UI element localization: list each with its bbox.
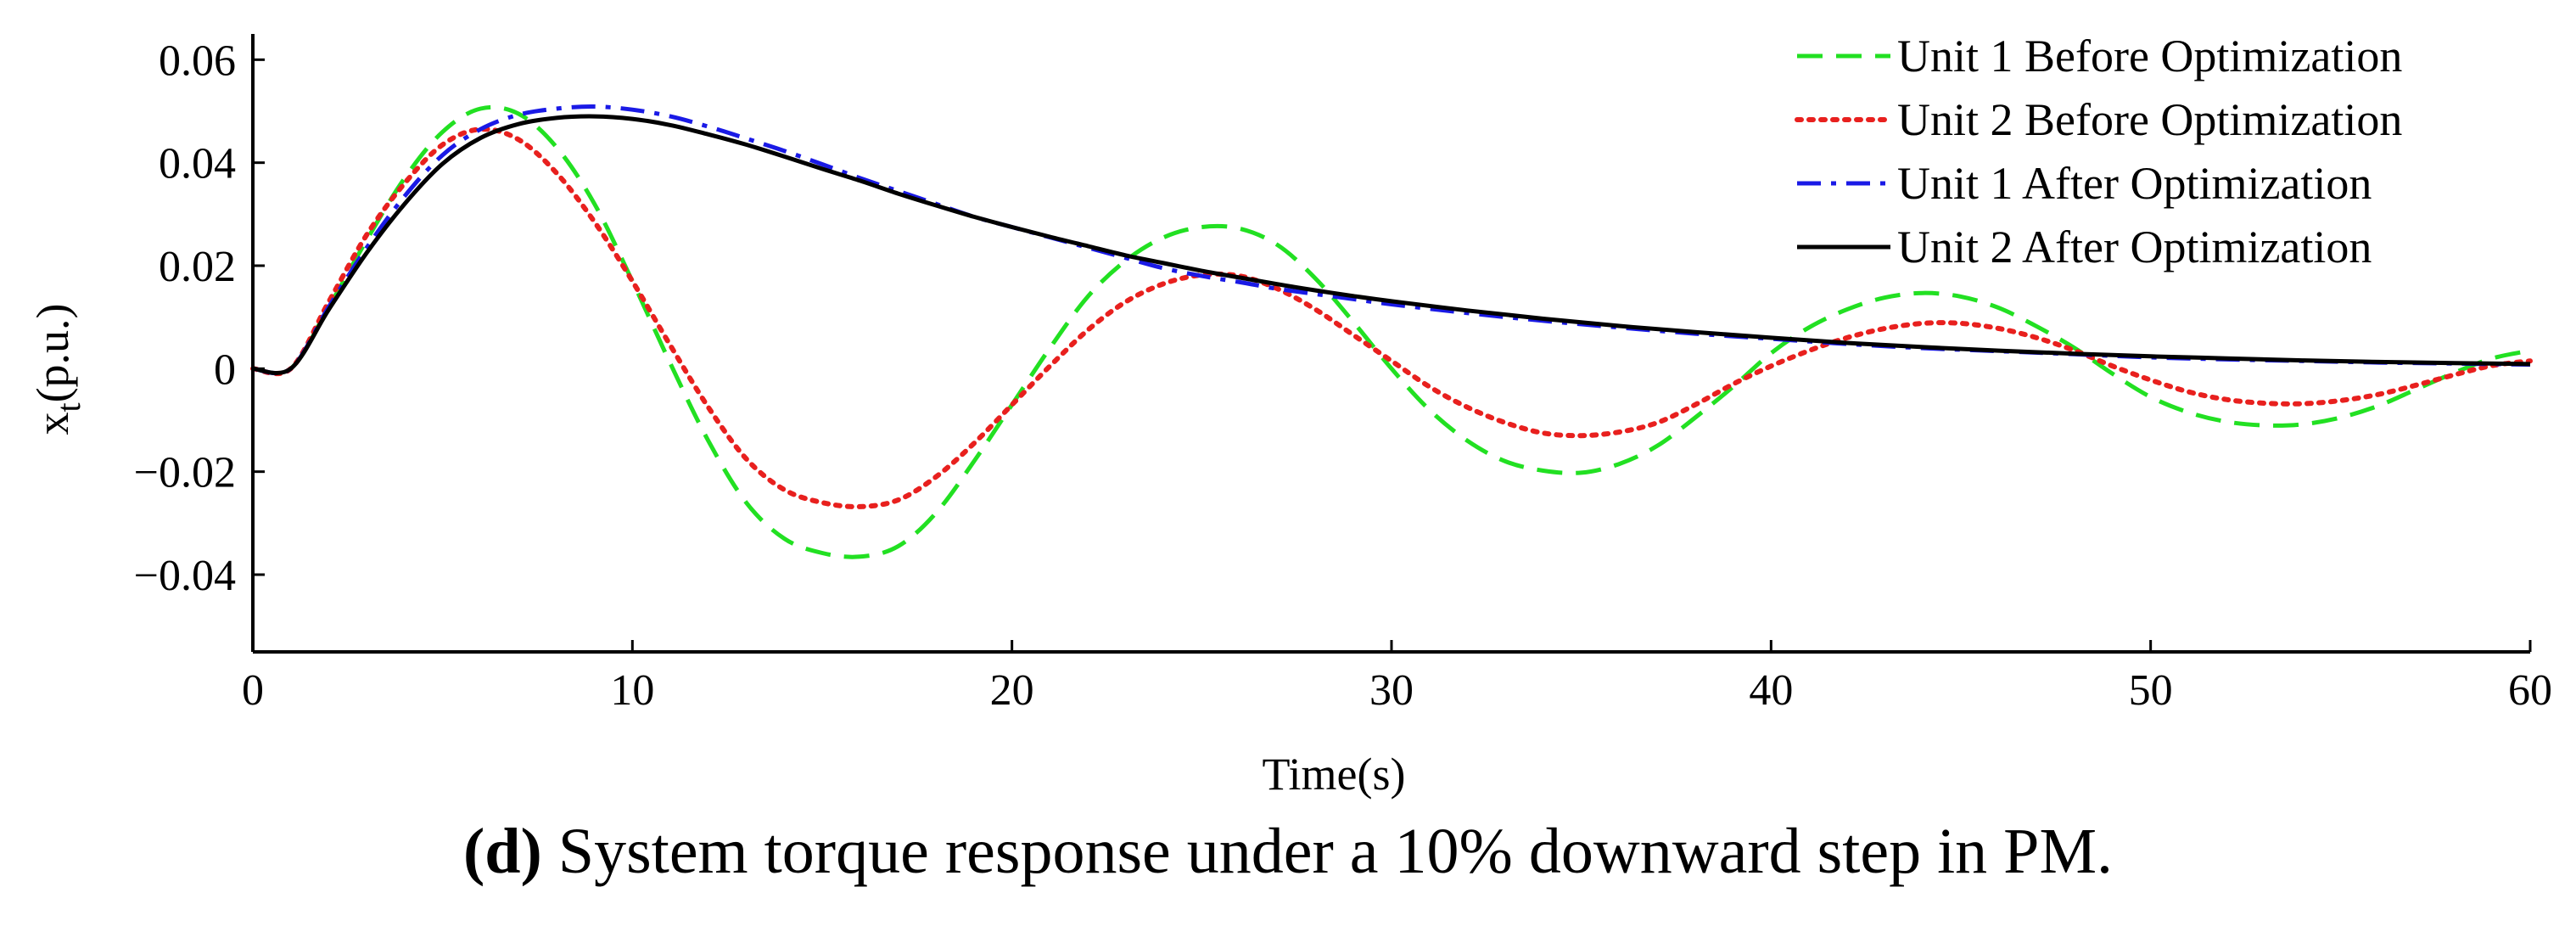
legend: Unit 1 Before Optimization Unit 2 Before …: [1795, 31, 2402, 272]
series-line-2: [250, 126, 2533, 509]
x-tick-label: 40: [1749, 666, 1793, 715]
y-tick-label: 0.02: [159, 243, 236, 291]
series-line-3: [252, 104, 2531, 376]
y-axis-label-main: x: [27, 413, 78, 435]
x-tick-label: 20: [990, 666, 1034, 715]
y-axis-label: xt(p.u.): [27, 303, 87, 435]
x-tick-label: 0: [242, 666, 264, 715]
caption-text: System torque response under a 10% downw…: [541, 816, 2114, 887]
caption-label: (d): [462, 816, 542, 887]
ticks: 0 10 20 30 40 50 60 0.06 0.04 0.02 0 −0.02 −0.04: [134, 36, 2552, 715]
series-line-4: [252, 114, 2531, 375]
series-line-1: [252, 104, 2531, 559]
y-tick-label: 0.04: [159, 140, 236, 188]
y-tick-label: 0.06: [159, 36, 236, 85]
legend-label-4: Unit 2 After Optimization: [1897, 222, 2372, 272]
legend-label-2: Unit 2 Before Optimization: [1897, 94, 2402, 145]
x-tick-label: 30: [1369, 666, 1414, 715]
x-axis-label: Time(s): [1262, 749, 1405, 800]
legend-label-3: Unit 1 After Optimization: [1897, 158, 2372, 209]
y-axis-label-unit: (p.u.): [27, 303, 78, 402]
y-tick-label: −0.04: [134, 552, 236, 600]
x-tick-label: 10: [610, 666, 654, 715]
series-layer: [250, 104, 2533, 559]
y-tick-label: 0: [214, 345, 236, 394]
legend-label-1: Unit 1 Before Optimization: [1897, 31, 2402, 81]
figure-caption: (d) System torque response under a 10% d…: [0, 815, 2576, 889]
x-tick-label: 60: [2508, 666, 2552, 715]
x-tick-label: 50: [2129, 666, 2173, 715]
y-axis-label-subscript: t: [49, 402, 87, 412]
y-tick-label: −0.02: [134, 449, 236, 497]
